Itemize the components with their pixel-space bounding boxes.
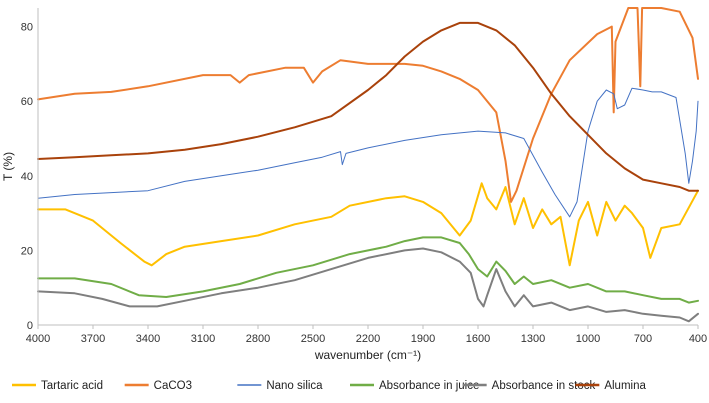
series-line-3 (37, 236, 699, 304)
legend: Tartaric acid CaCO3 Nano silica Absorbance … (12, 380, 646, 392)
x-tick-label: 3400 (136, 333, 160, 345)
y-axis-label: T (%) (1, 152, 15, 181)
series-line-2 (37, 87, 699, 218)
y-tick-label: 0 (27, 320, 33, 332)
x-axis: 4000 3700 3400 3100 2800 2500 2200 1900 1600 1300… (26, 324, 707, 345)
plot-area (37, 7, 699, 323)
x-tick-label: 2200 (356, 333, 380, 345)
y-tick-label: 60 (21, 96, 33, 108)
legend-label: Absorbance in stock (492, 380, 596, 392)
x-tick-label: 4000 (26, 333, 50, 345)
legend-label: Nano silica (266, 380, 323, 392)
x-tick-label: 400 (689, 333, 707, 345)
y-tick-label: 20 (21, 245, 33, 257)
x-tick-label: 1300 (521, 333, 545, 345)
legend-label: Absorbance in juice (379, 380, 479, 392)
y-tick-label: 40 (21, 171, 33, 183)
x-tick-label: 3700 (81, 333, 105, 345)
x-tick-label: 1900 (411, 333, 435, 345)
legend-label: Alumina (604, 380, 646, 392)
y-axis: 0 20 40 60 80 (21, 8, 39, 332)
series-line-4 (37, 247, 699, 323)
series-line-5 (37, 21, 699, 192)
x-tick-label: 700 (634, 333, 652, 345)
series-line-0 (37, 182, 699, 267)
legend-label: Tartaric acid (41, 380, 103, 392)
x-tick-label: 3100 (191, 333, 215, 345)
x-tick-label: 2500 (301, 333, 325, 345)
x-tick-label: 1000 (576, 333, 600, 345)
x-tick-label: 1600 (466, 333, 490, 345)
x-tick-label: 2800 (246, 333, 270, 345)
series-line-1 (37, 7, 699, 203)
legend-label: CaCO3 (154, 380, 192, 392)
y-tick-label: 80 (21, 22, 33, 34)
x-axis-label: wavenumber (cm⁻¹) (314, 348, 421, 362)
